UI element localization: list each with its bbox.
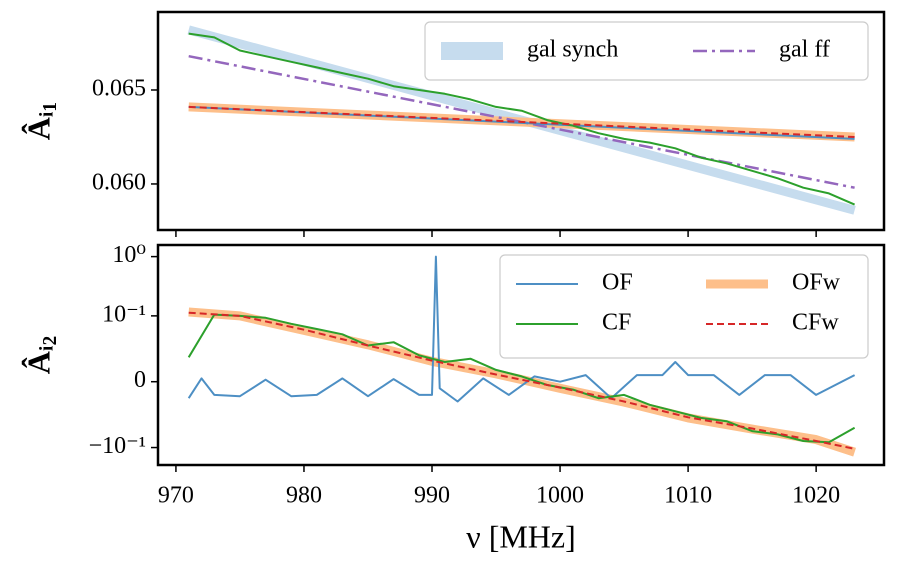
y-axis-label: Âᵢ₂ (20, 336, 56, 374)
x-axis-label: ν [MHz] (466, 518, 576, 554)
plot-area (187, 25, 856, 215)
legend-box (499, 254, 869, 359)
x-tick-label: 1000 (536, 483, 584, 509)
x-tick-label: 990 (414, 483, 450, 509)
series-line (188, 32, 855, 206)
y-axis-label: Âᵢ₁ (20, 102, 56, 140)
legend-label: CF (602, 310, 631, 336)
y-tick-label: −10⁻¹ (89, 433, 146, 459)
legend-label: OF (602, 270, 633, 296)
x-tick-label: 1010 (664, 483, 712, 509)
legend-label: CFw (792, 310, 839, 336)
y-tick-label: 0 (134, 367, 146, 393)
series-line (188, 105, 855, 138)
x-tick-label: 980 (286, 483, 322, 509)
legend-label: OFw (792, 270, 841, 296)
series-line (188, 54, 855, 189)
y-tick-label: 10⁻¹ (102, 301, 146, 327)
axes-frame (156, 243, 886, 467)
series-line (187, 255, 856, 403)
x-tick-label: 1020 (792, 483, 840, 509)
x-tick-label: 970 (158, 483, 194, 509)
legend-box (424, 21, 869, 81)
y-tick-label: 10⁰ (112, 242, 146, 268)
y-tick-label: 0.065 (92, 75, 146, 101)
series-line (188, 311, 855, 450)
axes-frame (156, 10, 886, 232)
y-tick-label: 0.060 (92, 169, 146, 195)
plot-area (187, 255, 856, 457)
legend-label: gal ff (779, 37, 830, 63)
legend-label: gal synch (527, 37, 618, 63)
legend-swatch (441, 42, 503, 60)
